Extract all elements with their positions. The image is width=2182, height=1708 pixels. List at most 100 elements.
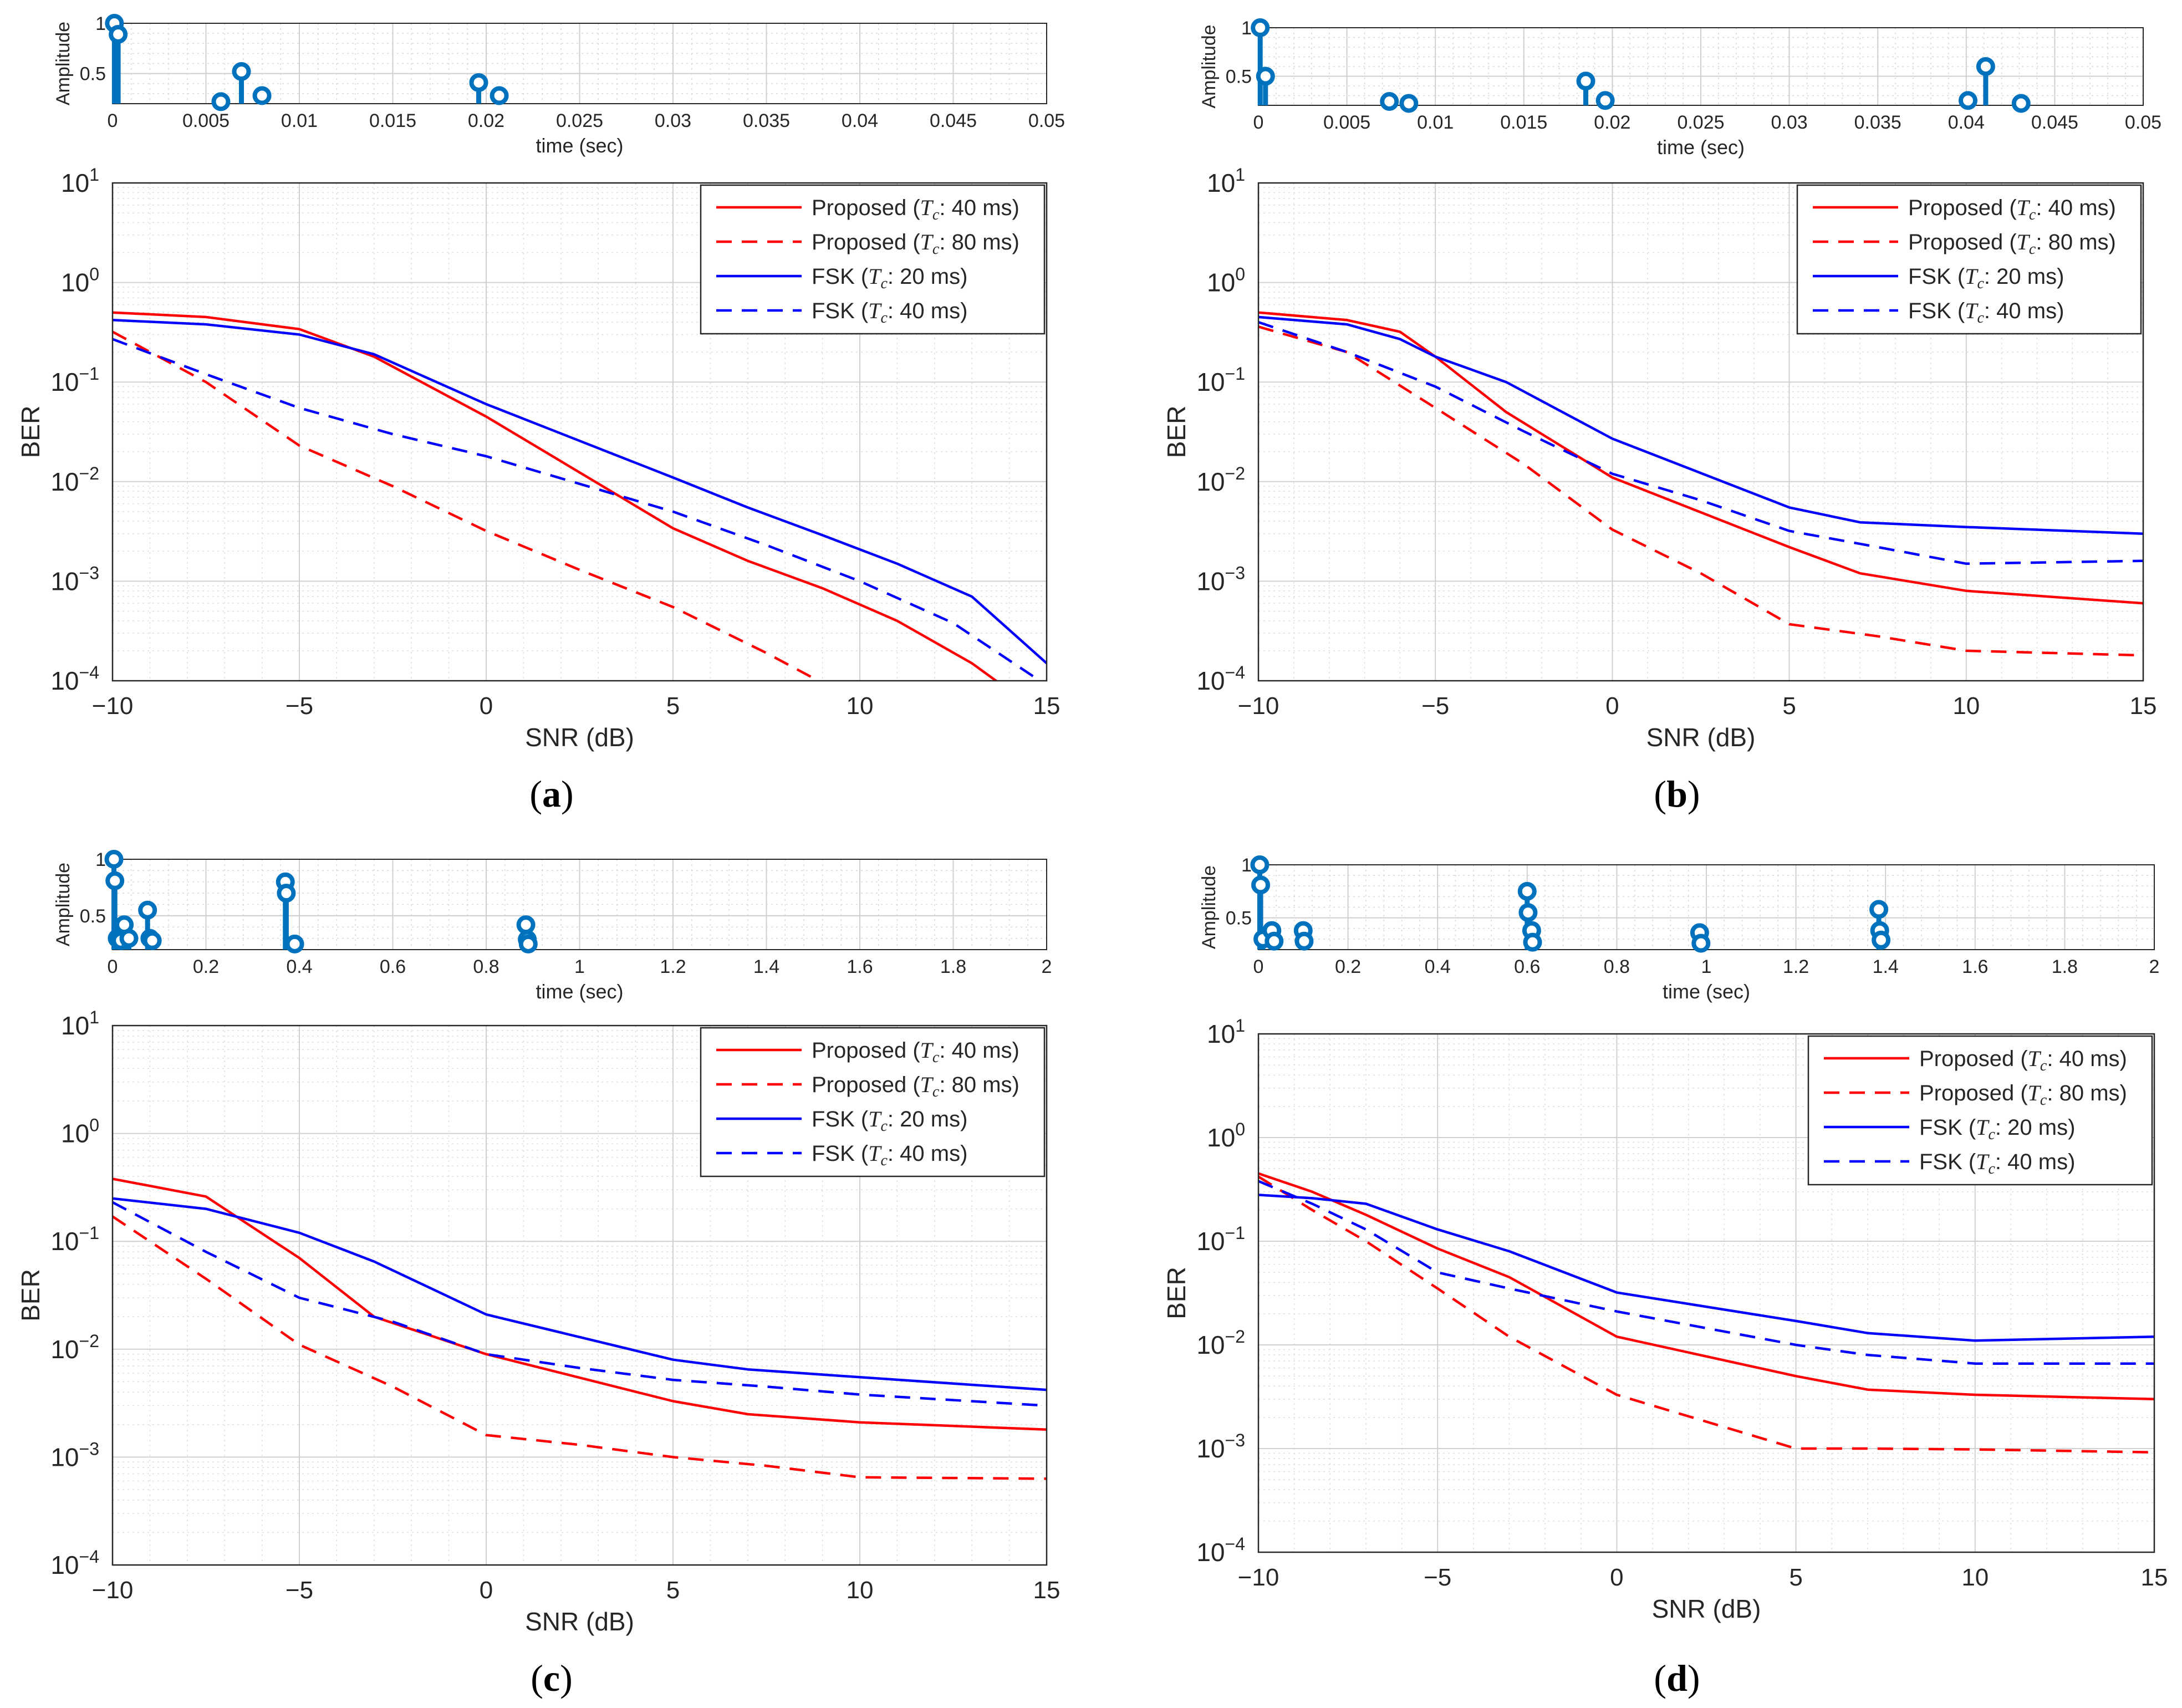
subfigure-a: 0 0.005 0.01 0.015 0.02 0.025 0.03 0.035 0.04 0.0… [16, 13, 1065, 815]
ber-ytick-label: 100 [61, 1115, 99, 1148]
impulse-stem-marker [1251, 18, 1270, 37]
ber-series-line [113, 1201, 1047, 1407]
ber-ytick-label: 10−2 [1196, 463, 1245, 496]
ber-xtick-label: −5 [286, 692, 313, 720]
legend-label: FSK (Tc: 20 ms) [1908, 264, 2064, 292]
impulse-xtick-label: 0 [108, 110, 118, 131]
impulse-xtick-label: 0.015 [1500, 112, 1547, 133]
legend-label: Proposed (Tc: 80 ms) [812, 230, 1019, 258]
ber-ytick-label: 101 [1207, 165, 1245, 197]
legend-label: Proposed (Tc: 80 ms) [1919, 1080, 2127, 1109]
impulse-stem-marker [1265, 931, 1284, 951]
impulse-xtick-label: 0.05 [2125, 112, 2161, 133]
ber-xtick-label: −10 [1238, 1564, 1279, 1591]
ber-ytick-label: 101 [61, 1007, 99, 1040]
impulse-plot-a: 0 0.005 0.01 0.015 0.02 0.025 0.03 0.035 0.04 0.0… [53, 13, 1065, 157]
impulse-stem-marker [1250, 855, 1270, 874]
ber-xtick-label: 15 [1033, 692, 1061, 720]
ber-ytick-label: 10−1 [50, 1223, 99, 1256]
legend-box [1807, 1035, 2153, 1186]
impulse-stem-marker [469, 73, 488, 92]
impulse-stem-marker [1517, 881, 1537, 901]
ber-axes-box [111, 1024, 1048, 1566]
ber-xtick-label: −10 [92, 1577, 134, 1604]
ber-series-line [1258, 320, 2143, 565]
ber-xtick-label: 10 [1952, 692, 1980, 720]
impulse-xtick-label: 0.8 [473, 956, 499, 977]
ber-plot-c: −10 −5 0 5 10 15 10−4 10−3 10−2 10−1 100 101 SNR (dB… [16, 1007, 1060, 1636]
ber-xtick-label: −5 [1424, 1564, 1451, 1591]
impulse-xtick-label: 0.005 [182, 110, 230, 131]
legend-box [700, 1027, 1046, 1177]
legend-label: Proposed (Tc: 80 ms) [1908, 230, 2116, 258]
impulse-ytick-label: 0.5 [1226, 908, 1252, 929]
legend-box [700, 184, 1046, 335]
ber-xlabel: SNR (dB) [1646, 723, 1756, 752]
ber-xtick-label: 10 [847, 692, 874, 720]
ber-ytick-label: 10−2 [50, 1331, 99, 1364]
impulse-xtick-label: 1 [574, 956, 585, 977]
impulse-xlabel: time (sec) [536, 134, 623, 157]
impulse-xtick-label: 1.8 [940, 956, 966, 977]
ber-ytick-label: 100 [61, 264, 99, 297]
impulse-stem-marker [232, 62, 251, 81]
impulse-xtick-label: 0.6 [380, 956, 406, 977]
impulse-xtick-label: 0.6 [1514, 956, 1540, 977]
ber-ytick-label: 10−3 [50, 1439, 99, 1471]
impulse-xtick-label: 0 [1253, 956, 1264, 977]
ber-axes-box [1257, 1033, 2155, 1553]
impulse-stem-marker [2011, 94, 2031, 113]
impulse-xtick-label: 0.05 [1028, 110, 1065, 131]
subfigure-caption: (b) [1654, 773, 1700, 815]
ber-series-line [113, 338, 1042, 681]
ber-series-line [1258, 1180, 2154, 1365]
impulse-stem-marker [1380, 92, 1399, 111]
impulse-stem-marker [1872, 930, 1891, 950]
ber-xtick-label: 5 [1789, 1564, 1802, 1591]
legend-label: Proposed (Tc: 40 ms) [1919, 1046, 2127, 1074]
impulse-xtick-label: 0.045 [2031, 112, 2078, 133]
impulse-xtick-label: 0.04 [842, 110, 878, 131]
legend-box [1796, 184, 2142, 335]
subfigure-caption: (a) [529, 773, 573, 815]
impulse-stem-marker [142, 931, 162, 950]
ber-xlabel: SNR (dB) [1652, 1594, 1761, 1623]
ber-xtick-label: −10 [92, 692, 134, 720]
ber-ytick-label: 10−2 [1196, 1327, 1245, 1359]
ber-ytick-label: 10−1 [1196, 364, 1245, 396]
impulse-xlabel: time (sec) [1663, 980, 1750, 1003]
ber-xtick-label: 10 [1961, 1564, 1989, 1591]
ber-axes-box [1257, 182, 2144, 682]
impulse-stem-marker [490, 86, 509, 105]
legend-label: FSK (Tc: 40 ms) [812, 298, 967, 327]
ber-series-group [113, 311, 1047, 681]
impulse-stem-marker [119, 929, 139, 948]
impulse-xtick-label: 0.2 [1335, 956, 1361, 977]
impulse-xtick-label: 2 [1042, 956, 1052, 977]
impulse-xtick-label: 1.2 [660, 956, 686, 977]
ber-xtick-label: 5 [1782, 692, 1796, 720]
impulse-xtick-label: 0.02 [1594, 112, 1630, 133]
ber-ytick-label: 10−3 [1196, 1430, 1245, 1463]
ber-ytick-label: 10−1 [1196, 1223, 1245, 1256]
impulse-xtick-label: 1.4 [1873, 956, 1899, 977]
impulse-xtick-label: 0 [108, 956, 118, 977]
impulse-xtick-label: 0.045 [930, 110, 977, 131]
impulse-xtick-label: 0 [1253, 112, 1264, 133]
ber-series-line [1258, 315, 2143, 535]
ber-xlabel: SNR (dB) [525, 1607, 634, 1636]
legend-label: Proposed (Tc: 40 ms) [812, 195, 1019, 223]
impulse-stem-marker [1399, 94, 1419, 113]
legend-label: FSK (Tc: 20 ms) [812, 264, 967, 292]
impulse-stem-marker [277, 884, 296, 903]
ber-xtick-label: −5 [286, 1577, 313, 1604]
subfigure-caption: (c) [531, 1657, 573, 1699]
impulse-xtick-label: 1.8 [2052, 956, 2078, 977]
ber-ytick-label: 101 [61, 165, 99, 197]
legend-label: FSK (Tc: 40 ms) [1908, 298, 2064, 327]
impulse-stem-marker [1576, 72, 1595, 91]
ber-ytick-label: 10−2 [50, 463, 99, 496]
ber-plot-a: −10 −5 0 5 10 15 10−4 10−3 10−2 10−1 100 101 SNR (dB… [16, 165, 1060, 752]
impulse-stem-marker [1523, 932, 1542, 952]
ber-xtick-label: 5 [666, 692, 680, 720]
